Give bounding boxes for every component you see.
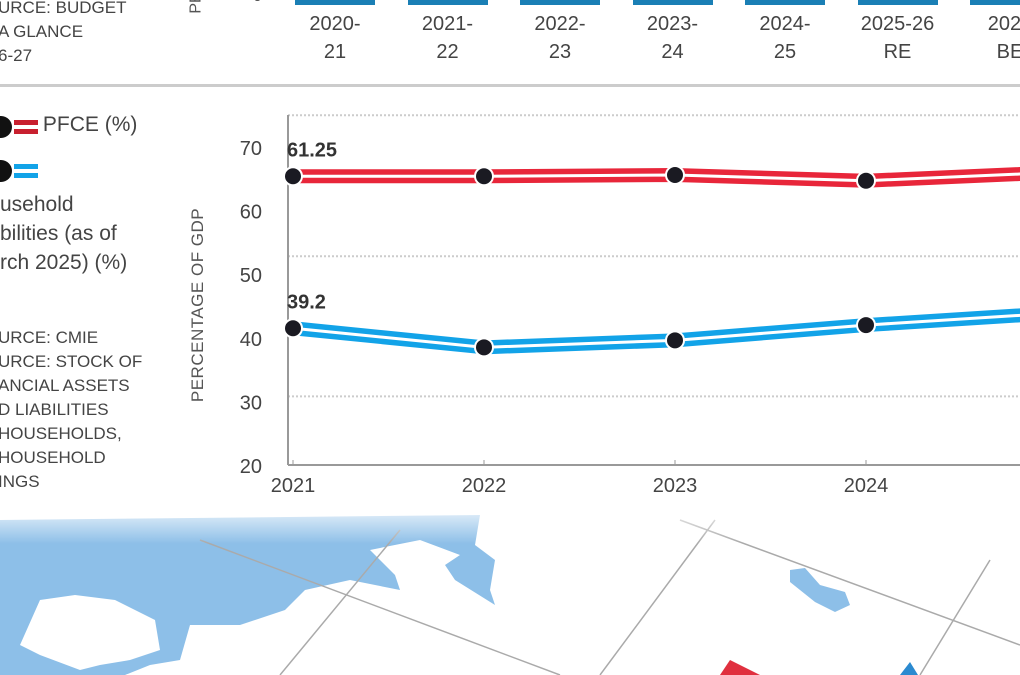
tick-line: 23 xyxy=(548,41,572,63)
tick-line: 2026 xyxy=(987,13,1020,35)
top-bar xyxy=(632,0,713,5)
top-x-tick: 2025-26 RE xyxy=(843,10,953,66)
tick-line: 2023- xyxy=(646,13,699,35)
tick-line: BE xyxy=(996,41,1020,63)
source-line: 6-27 xyxy=(0,46,33,65)
tick-line: 24 xyxy=(661,41,684,63)
tick-line: 2025-26 xyxy=(860,13,935,35)
source-line: URCE: BUDGET xyxy=(0,0,127,17)
y-tick-label: 70 xyxy=(240,138,262,160)
data-point xyxy=(283,318,303,339)
top-bar xyxy=(407,0,488,5)
y-tick-label: 20 xyxy=(240,456,262,478)
data-point xyxy=(665,164,685,185)
source-notes: URCE: CMIE URCE: STOCK OF ANCIAL ASSETS … xyxy=(0,326,142,494)
tick-line: RE xyxy=(883,41,912,63)
source-line: ANCIAL ASSETS xyxy=(0,376,130,395)
tick-line: 2020- xyxy=(309,13,361,35)
source-line: HOUSEHOLD xyxy=(0,448,106,467)
top-x-tick: 2026 BE xyxy=(955,10,1020,66)
source-line: A GLANCE xyxy=(0,22,84,41)
blue-double-line-icon xyxy=(14,164,39,178)
tick-line: 2022- xyxy=(534,13,586,35)
section-divider xyxy=(0,84,1020,87)
data-point xyxy=(474,166,494,187)
top-bar xyxy=(295,0,375,5)
tick-line: 21 xyxy=(323,41,347,63)
x-tick-label: 2021 xyxy=(271,475,316,497)
legend-item-household xyxy=(0,160,137,186)
data-label: 39.2 xyxy=(287,291,326,313)
data-point xyxy=(283,166,303,187)
y-tick-label: 30 xyxy=(240,392,262,414)
top-x-tick: 2022- 23 xyxy=(505,10,615,66)
legend-label: bilities (as of xyxy=(0,222,117,245)
legend-label: usehold xyxy=(0,193,74,216)
y-tick-label: 50 xyxy=(240,265,262,287)
tick-line: 22 xyxy=(436,41,459,63)
top-x-tick: 2020- 21 xyxy=(280,10,390,66)
top-bar xyxy=(520,0,600,5)
tick-line: 2021- xyxy=(421,13,474,35)
world-map-illustration xyxy=(0,500,1020,675)
x-tick-label: 2024 xyxy=(844,475,889,497)
source-line: HOUSEHOLDS, xyxy=(0,424,122,443)
y-axis-label: PERCENTAGE OF GDP xyxy=(188,208,207,402)
top-source-note: URCE: BUDGET A GLANCE 6-27 xyxy=(0,0,126,68)
marker-icon xyxy=(0,160,12,182)
source-line: D LIABILITIES xyxy=(0,400,109,419)
top-x-tick: 2024- 25 xyxy=(730,10,840,66)
y-tick-label: 40 xyxy=(240,329,262,351)
top-bar xyxy=(970,0,1020,5)
top-y-tick: 0 xyxy=(253,0,262,6)
legend-label: PFCE (%) xyxy=(42,113,138,136)
source-line: URCE: CMIE xyxy=(0,328,99,347)
top-bar xyxy=(857,0,938,5)
top-bar xyxy=(745,0,825,5)
legend: PFCE (%) usehold bilities (as of rch 202… xyxy=(0,110,137,277)
tick-line: 2024- xyxy=(759,13,811,35)
line-chart: PERCENTAGE OF GDP 20 30 40 50 60 70 2021 2022 20… xyxy=(188,114,1020,497)
source-line: INGS xyxy=(0,472,40,491)
top-bars xyxy=(0,0,1020,6)
red-double-line-icon xyxy=(14,119,39,134)
data-point xyxy=(474,337,494,358)
source-line: URCE: STOCK OF xyxy=(0,352,143,371)
data-label: 61.25 xyxy=(287,139,337,161)
data-point xyxy=(665,330,685,351)
x-tick-label: 2022 xyxy=(462,475,507,497)
y-tick-label: 60 xyxy=(240,202,262,224)
top-x-tick: 2023- 24 xyxy=(618,10,728,66)
marker-icon xyxy=(0,115,12,138)
data-point xyxy=(856,315,876,336)
legend-item-pfce: PFCE (%) xyxy=(0,110,137,140)
tick-line: 25 xyxy=(773,41,797,63)
data-point xyxy=(856,170,876,191)
x-tick-label: 2023 xyxy=(653,475,698,497)
top-x-tick: 2021- 22 xyxy=(393,10,503,66)
legend-label: rch 2025) (%) xyxy=(0,251,128,274)
